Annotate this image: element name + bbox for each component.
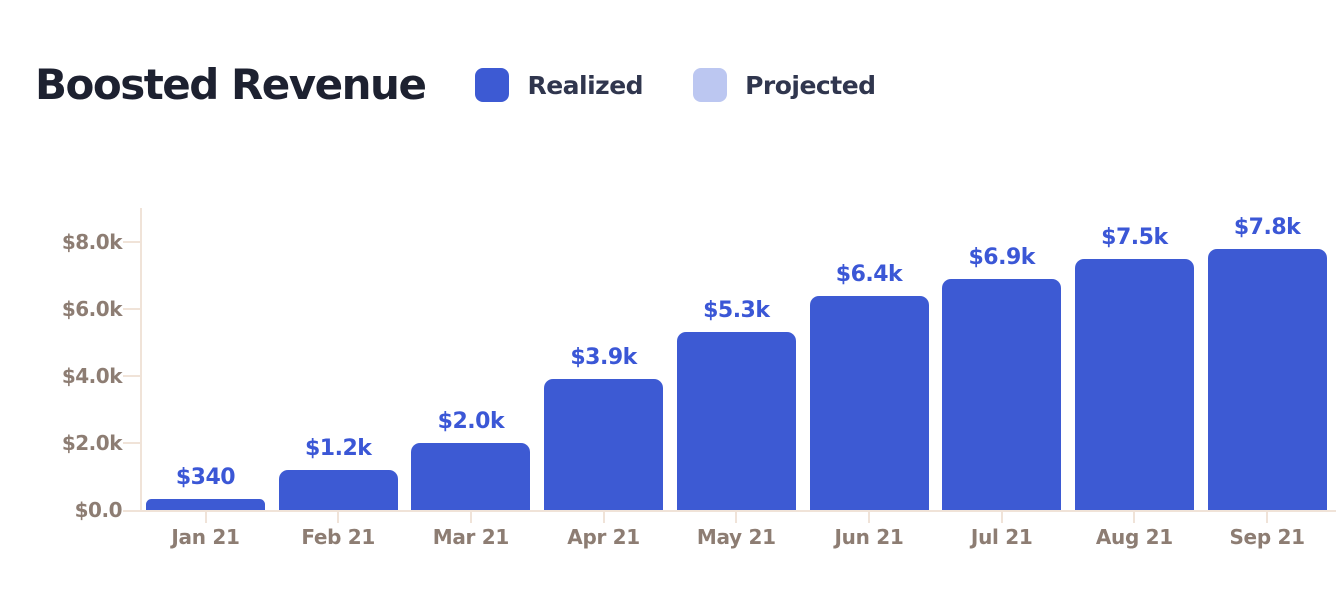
legend-label-realized: Realized [527,70,644,100]
x-axis-label: Mar 21 [432,525,510,549]
x-tick-mark [735,510,738,523]
bar-value-label: $1.2k [304,436,372,461]
x-axis-label: May 21 [696,525,776,549]
chart-legend: Realized Projected [475,68,876,103]
x-tick-mark [1133,510,1136,523]
legend-swatch-realized [475,68,510,103]
x-tick-mark [204,510,207,523]
bar-value-label: $5.3k [703,298,770,323]
x-tick-mark [337,510,340,523]
bar-mar-21[interactable] [411,443,531,510]
x-axis-label: Jun 21 [834,525,904,549]
x-tick-mark [868,510,870,523]
y-axis-label: $2.0k [61,431,123,455]
x-axis-label: Aug 21 [1095,525,1173,549]
y-axis-label: $8.0k [61,230,123,254]
bar-value-label: $2.0k [437,409,505,434]
y-axis-line [140,208,142,512]
x-tick-mark [1266,510,1269,523]
bar-feb-21[interactable] [278,470,398,510]
legend-item-projected[interactable]: Projected [693,68,876,103]
bar-sep-21[interactable] [1207,249,1327,510]
bar-value-label: $6.4k [835,262,903,287]
y-tick-mark [123,308,140,310]
x-axis-label: Jul 21 [970,525,1033,549]
x-axis-label: Sep 21 [1229,525,1305,549]
x-axis-label: Feb 21 [301,525,376,549]
legend-item-realized[interactable]: Realized [475,68,644,103]
x-tick-mark [602,510,605,523]
y-tick-mark [123,442,140,444]
legend-swatch-projected [693,68,728,103]
bar-value-label: $340 [175,465,236,490]
x-tick-mark [469,510,472,523]
x-axis-line [123,510,1336,512]
chart-header: Boosted Revenue Realized Projected [35,60,876,109]
bar-value-label: $7.8k [1233,215,1301,240]
bar-jul-21[interactable] [942,279,1062,510]
y-tick-mark [123,375,140,377]
bar-jan-21[interactable] [146,499,265,510]
x-axis-label: Apr 21 [567,525,640,549]
page-title: Boosted Revenue [35,60,427,109]
legend-label-projected: Projected [745,70,876,100]
x-tick-mark [1000,510,1003,523]
bar-value-label: $7.5k [1101,225,1168,250]
bar-may-21[interactable] [676,332,796,510]
bar-aug-21[interactable] [1074,259,1194,510]
y-tick-mark [123,241,140,243]
y-axis-label: $0.0 [74,498,123,522]
y-axis-label: $6.0k [61,297,123,321]
bar-value-label: $6.9k [968,245,1035,270]
bar-apr-21[interactable] [544,379,664,510]
bar-jun-21[interactable] [809,296,929,510]
x-axis-label: Jan 21 [171,525,240,549]
bar-value-label: $3.9k [570,345,637,370]
y-axis-label: $4.0k [61,364,123,388]
